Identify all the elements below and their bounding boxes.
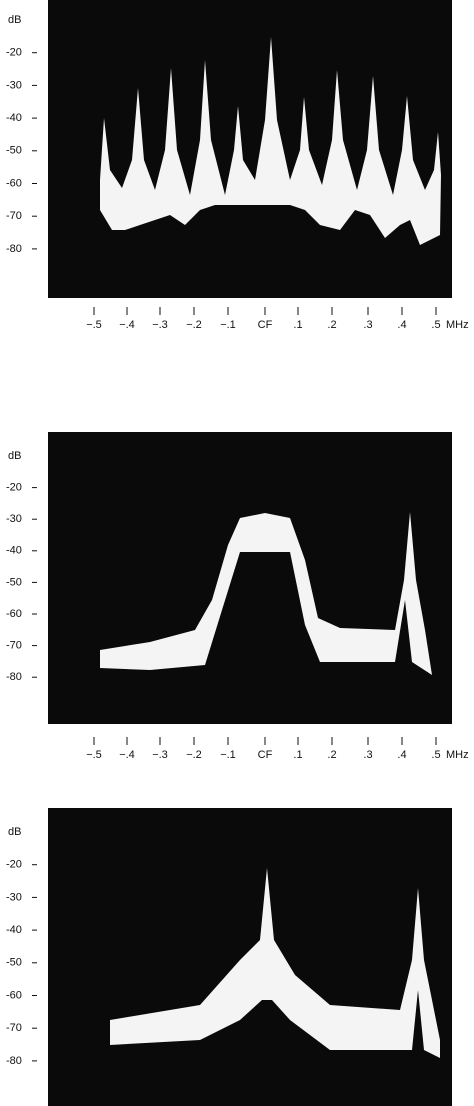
trace (100, 37, 441, 245)
y-label: dB (8, 14, 21, 26)
x-label: .1 (293, 319, 302, 331)
y-label: -70 (6, 210, 22, 222)
y-label: dB (8, 826, 21, 838)
y-label: -70 (6, 640, 22, 652)
screen (48, 432, 452, 724)
screen (48, 0, 452, 298)
y-label: -40 (6, 924, 22, 936)
x-label: .5 (431, 749, 440, 761)
y-label: -60 (6, 608, 22, 620)
y-label: dB (8, 450, 21, 462)
y-label: -70 (6, 1022, 22, 1034)
y-label: -50 (6, 145, 22, 157)
x-label: .4 (397, 749, 406, 761)
y-label: -30 (6, 513, 22, 525)
trace (100, 512, 432, 675)
x-label: .2 (327, 319, 336, 331)
y-label: -80 (6, 243, 22, 255)
y-label: -60 (6, 177, 22, 189)
y-label: -40 (6, 112, 22, 124)
x-label: CF (258, 749, 273, 761)
y-label: -80 (6, 1055, 22, 1067)
x-label: −.2 (186, 749, 202, 761)
y-label: -80 (6, 671, 22, 683)
y-label: -50 (6, 957, 22, 969)
x-label: −.5 (86, 319, 102, 331)
x-label: −.1 (220, 749, 236, 761)
y-label: -60 (6, 989, 22, 1001)
y-label: -30 (6, 79, 22, 91)
x-unit: MHz (446, 749, 469, 761)
x-label: −.3 (152, 749, 168, 761)
y-label: -40 (6, 545, 22, 557)
x-label: .1 (293, 749, 302, 761)
x-label: −.4 (119, 749, 135, 761)
x-label: −.2 (186, 319, 202, 331)
x-label: CF (258, 319, 273, 331)
x-label: −.3 (152, 319, 168, 331)
x-label: −.1 (220, 319, 236, 331)
y-label: -30 (6, 891, 22, 903)
x-label: .3 (363, 319, 372, 331)
x-label: .5 (431, 319, 440, 331)
x-label: .4 (397, 319, 406, 331)
y-label: -50 (6, 576, 22, 588)
x-label: .2 (327, 749, 336, 761)
x-label: −.4 (119, 319, 135, 331)
x-label: −.5 (86, 749, 102, 761)
x-label: .3 (363, 749, 372, 761)
trace (110, 868, 440, 1058)
y-label: -20 (6, 482, 22, 494)
x-unit: MHz (446, 319, 469, 331)
y-label: -20 (6, 47, 22, 59)
y-label: -20 (6, 859, 22, 871)
